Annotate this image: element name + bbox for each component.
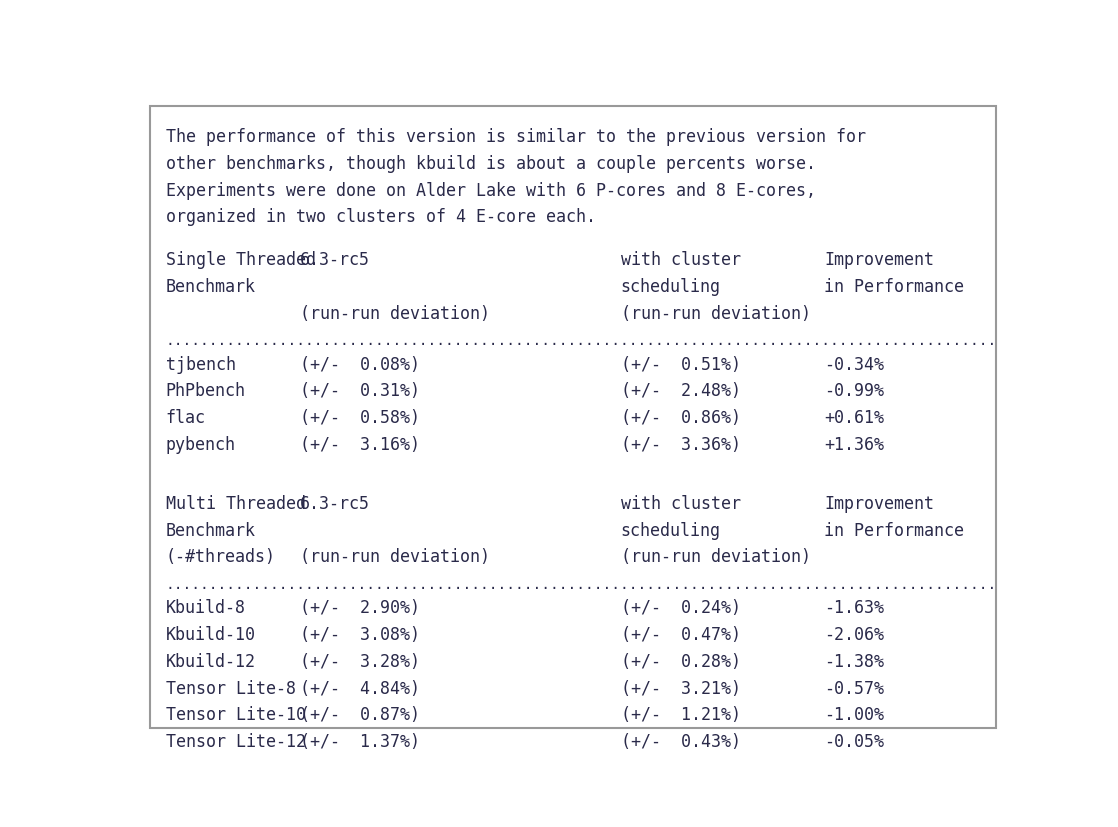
Text: -1.00%: -1.00% <box>824 705 884 724</box>
Text: (+/-  0.24%): (+/- 0.24%) <box>620 599 740 617</box>
Text: 6.3-rc5: 6.3-rc5 <box>300 251 370 269</box>
Text: (run-run deviation): (run-run deviation) <box>620 304 811 323</box>
Text: (+/-  0.08%): (+/- 0.08%) <box>300 356 420 373</box>
Text: Kbuild-8: Kbuild-8 <box>165 599 246 617</box>
Text: in Performance: in Performance <box>824 278 964 295</box>
Text: (+/-  0.28%): (+/- 0.28%) <box>620 653 740 670</box>
Text: tjbench: tjbench <box>165 356 236 373</box>
Text: with cluster: with cluster <box>620 495 740 512</box>
Text: (+/-  2.48%): (+/- 2.48%) <box>620 382 740 400</box>
Text: pybench: pybench <box>165 436 236 453</box>
Text: scheduling: scheduling <box>620 521 721 539</box>
Text: Tensor Lite-12: Tensor Lite-12 <box>165 733 305 750</box>
Text: ................................................................................: ........................................… <box>165 332 997 347</box>
Text: Benchmark: Benchmark <box>165 278 256 295</box>
Text: (run-run deviation): (run-run deviation) <box>300 304 490 323</box>
Text: (+/-  1.37%): (+/- 1.37%) <box>300 733 420 750</box>
Text: (+/-  0.43%): (+/- 0.43%) <box>620 733 740 750</box>
Text: (+/-  0.51%): (+/- 0.51%) <box>620 356 740 373</box>
Text: (+/-  0.87%): (+/- 0.87%) <box>300 705 420 724</box>
Text: (+/-  3.36%): (+/- 3.36%) <box>620 436 740 453</box>
Text: -1.63%: -1.63% <box>824 599 884 617</box>
Text: -0.34%: -0.34% <box>824 356 884 373</box>
Text: other benchmarks, though kbuild is about a couple percents worse.: other benchmarks, though kbuild is about… <box>165 155 816 173</box>
Text: Tensor Lite-8: Tensor Lite-8 <box>165 679 296 697</box>
Text: organized in two clusters of 4 E-core each.: organized in two clusters of 4 E-core ea… <box>165 208 596 226</box>
Text: (+/-  1.21%): (+/- 1.21%) <box>620 705 740 724</box>
Text: (+/-  3.28%): (+/- 3.28%) <box>300 653 420 670</box>
Text: (+/-  4.84%): (+/- 4.84%) <box>300 679 420 697</box>
Text: -0.99%: -0.99% <box>824 382 884 400</box>
Text: Improvement: Improvement <box>824 495 935 512</box>
Text: in Performance: in Performance <box>824 521 964 539</box>
Text: Kbuild-12: Kbuild-12 <box>165 653 256 670</box>
Text: (+/-  0.31%): (+/- 0.31%) <box>300 382 420 400</box>
Text: scheduling: scheduling <box>620 278 721 295</box>
Text: (run-run deviation): (run-run deviation) <box>300 547 490 566</box>
Text: (+/-  0.86%): (+/- 0.86%) <box>620 409 740 427</box>
Text: with cluster: with cluster <box>620 251 740 269</box>
Text: Benchmark: Benchmark <box>165 521 256 539</box>
Text: -2.06%: -2.06% <box>824 625 884 643</box>
Text: (+/-  3.16%): (+/- 3.16%) <box>300 436 420 453</box>
Text: flac: flac <box>165 409 206 427</box>
Text: Experiments were done on Alder Lake with 6 P-cores and 8 E-cores,: Experiments were done on Alder Lake with… <box>165 181 816 199</box>
Text: Improvement: Improvement <box>824 251 935 269</box>
Text: The performance of this version is similar to the previous version for: The performance of this version is simil… <box>165 128 865 146</box>
Text: Kbuild-10: Kbuild-10 <box>165 625 256 643</box>
Text: Multi Threaded: Multi Threaded <box>165 495 305 512</box>
Text: Single Threaded: Single Threaded <box>165 251 315 269</box>
Text: -0.57%: -0.57% <box>824 679 884 697</box>
Text: (-#threads): (-#threads) <box>165 547 276 566</box>
Text: +1.36%: +1.36% <box>824 436 884 453</box>
Text: ................................................................................: ........................................… <box>165 576 997 590</box>
Text: (+/-  2.90%): (+/- 2.90%) <box>300 599 420 617</box>
Text: PhPbench: PhPbench <box>165 382 246 400</box>
FancyBboxPatch shape <box>150 107 996 729</box>
Text: (run-run deviation): (run-run deviation) <box>620 547 811 566</box>
Text: 6.3-rc5: 6.3-rc5 <box>300 495 370 512</box>
Text: (+/-  3.08%): (+/- 3.08%) <box>300 625 420 643</box>
Text: (+/-  0.58%): (+/- 0.58%) <box>300 409 420 427</box>
Text: (+/-  3.21%): (+/- 3.21%) <box>620 679 740 697</box>
Text: -0.05%: -0.05% <box>824 733 884 750</box>
Text: Tensor Lite-10: Tensor Lite-10 <box>165 705 305 724</box>
Text: +0.61%: +0.61% <box>824 409 884 427</box>
Text: -1.38%: -1.38% <box>824 653 884 670</box>
Text: (+/-  0.47%): (+/- 0.47%) <box>620 625 740 643</box>
